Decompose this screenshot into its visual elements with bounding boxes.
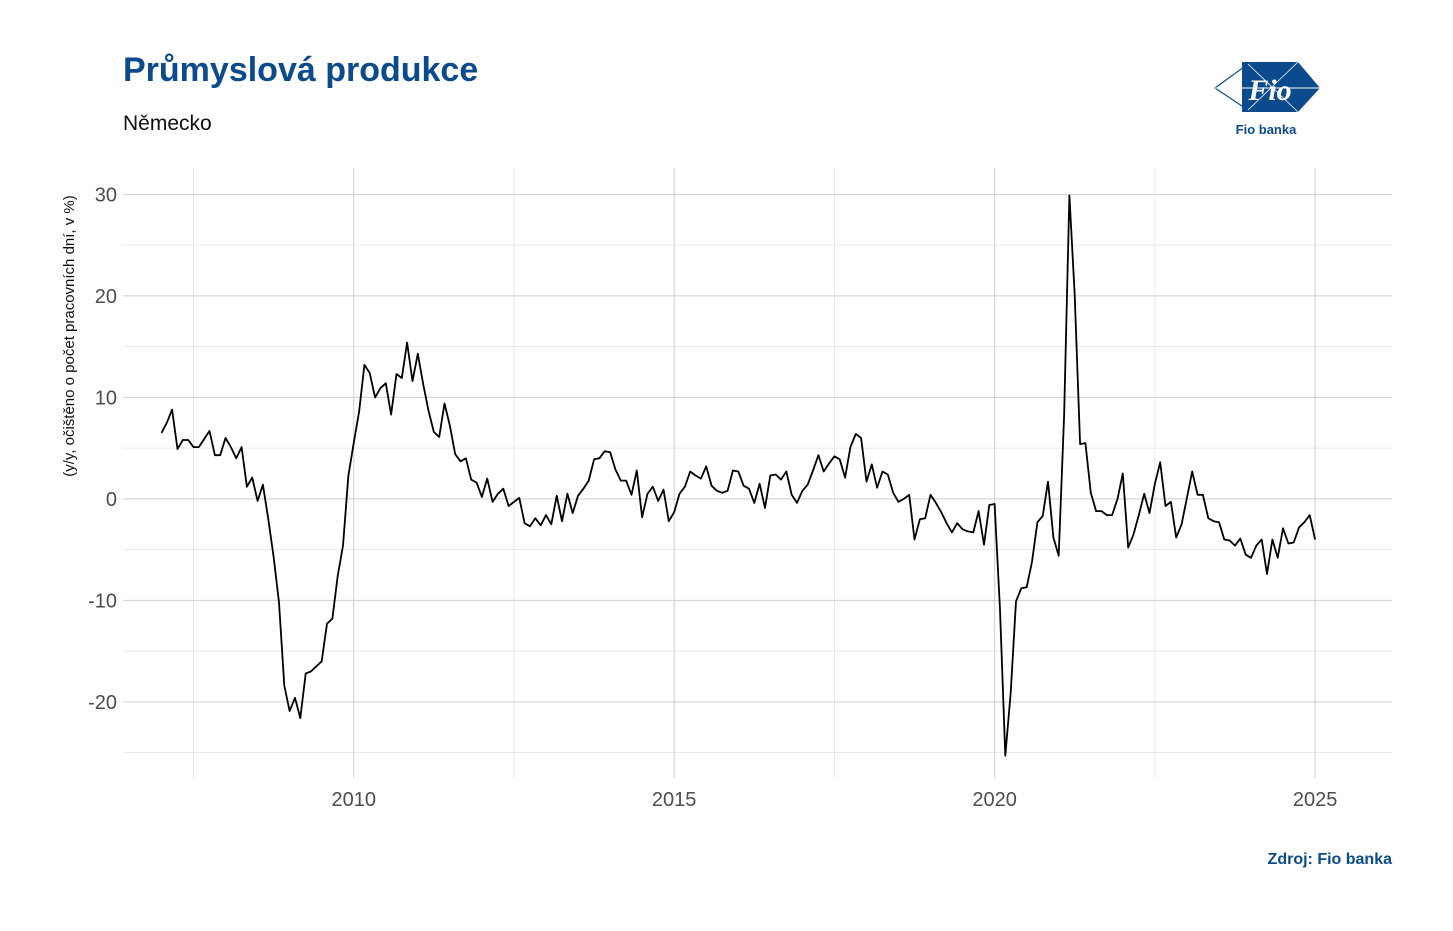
source-note: Zdroj: Fio banka <box>1267 851 1392 868</box>
logo-wordmark: Fio <box>1247 74 1291 107</box>
y-axis-ticks: -20 -10 0 10 20 30 <box>88 184 117 713</box>
chart-subtitle: Německo <box>123 112 212 135</box>
x-tick-label: 2010 <box>331 789 376 811</box>
y-axis-label: (y/y, očištěno o počet pracovních dní, v… <box>61 195 78 477</box>
series-line <box>160 194 1316 757</box>
y-tick-label: 20 <box>95 286 117 308</box>
y-tick-label: 0 <box>106 489 117 511</box>
y-tick-label: -10 <box>88 590 117 612</box>
major-grid <box>123 168 1392 778</box>
x-tick-label: 2020 <box>972 789 1017 811</box>
minor-grid <box>123 168 1392 778</box>
x-tick-label: 2025 <box>1293 789 1338 811</box>
logo-caption: Fio banka <box>1236 122 1297 137</box>
x-axis-ticks: 2010 2015 2020 2025 <box>331 789 1337 811</box>
y-tick-label: 30 <box>95 184 117 206</box>
y-tick-label: 10 <box>95 387 117 409</box>
fio-banka-logo: Fio Fio banka <box>1212 58 1322 140</box>
chart-title: Průmyslová produkce <box>123 51 479 89</box>
y-tick-label: -20 <box>88 692 117 714</box>
x-tick-label: 2015 <box>652 789 697 811</box>
